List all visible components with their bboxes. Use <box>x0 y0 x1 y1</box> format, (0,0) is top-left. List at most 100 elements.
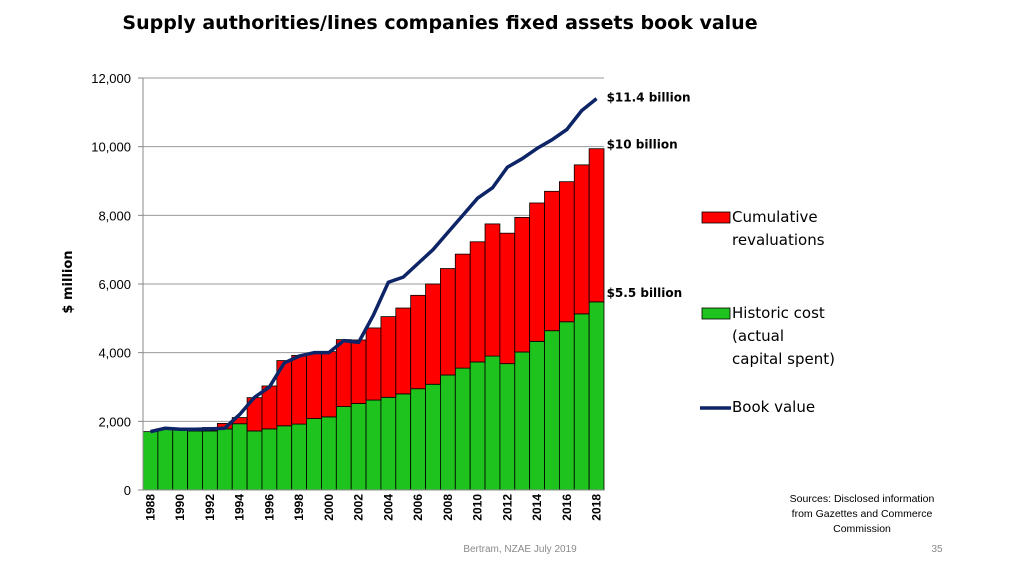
y-axis-label: $ million <box>61 250 76 313</box>
axes: 0 2,000 4,000 6,000 8,000 10,000 12,000 1988 199… <box>61 71 604 521</box>
y-tick-label: 2,000 <box>98 414 131 429</box>
historic-cost-bar <box>454 367 471 491</box>
sources-line: Commission <box>833 523 891 535</box>
value-annotation: $10 billion <box>607 137 678 151</box>
sources-note: Sources: Disclosed information from Gaze… <box>772 492 952 537</box>
legend-label: (actual <box>732 327 784 345</box>
historic-cost-bar <box>558 321 575 491</box>
page-title: Supply authorities/lines companies fixed… <box>122 12 758 34</box>
historic-cost-bar <box>380 396 397 491</box>
annotations: $11.4 billion $10 billion $5.5 billion <box>607 91 691 300</box>
legend-swatch <box>701 211 731 224</box>
historic-cost-bar <box>202 430 218 491</box>
legend: Cumulative revaluations Historic cost (actu… <box>700 208 835 416</box>
historic-cost-bar <box>187 430 203 491</box>
historic-cost-bar <box>335 406 352 491</box>
revaluation-bar <box>365 327 382 401</box>
sources-line: Sources: Disclosed information <box>789 493 935 505</box>
legend-label: revaluations <box>732 231 825 249</box>
x-tick-label: 2006 <box>411 494 425 521</box>
revaluation-bar <box>440 268 456 376</box>
revaluation-bar <box>380 316 397 398</box>
historic-cost-bar <box>499 363 516 491</box>
historic-cost-bar <box>529 340 545 491</box>
revaluation-bar <box>499 232 516 365</box>
historic-cost-bar <box>588 301 605 491</box>
x-tick-label: 2014 <box>530 494 544 521</box>
x-tick-label: 1992 <box>203 494 217 521</box>
revaluation-bar <box>558 181 575 323</box>
revaluation-bar <box>573 164 590 315</box>
historic-cost-bar <box>261 428 278 491</box>
page-number: 35 <box>931 544 943 555</box>
revaluation-bar <box>410 294 426 390</box>
historic-cost-bar <box>172 429 189 491</box>
historic-cost-bar <box>573 313 590 491</box>
x-tick-label: 1988 <box>143 494 157 521</box>
revaluation-bar <box>425 283 441 385</box>
value-annotation: $11.4 billion <box>607 91 691 105</box>
y-tick-label: 0 <box>124 483 131 498</box>
book-value-line <box>150 97 598 434</box>
legend-label: Book value <box>732 398 815 416</box>
historic-cost-bar <box>350 403 367 491</box>
historic-cost-bar <box>425 383 441 491</box>
y-tick-label: 12,000 <box>91 71 131 86</box>
revaluation-bar <box>469 241 486 363</box>
sources-line: from Gazettes and Commerce <box>791 508 933 520</box>
revaluation-bar <box>484 223 501 357</box>
revaluation-bar <box>350 339 367 404</box>
y-tick-label: 4,000 <box>98 346 131 361</box>
historic-cost-bar <box>365 399 382 491</box>
historic-cost-bar <box>246 430 263 491</box>
historic-cost-bar <box>216 428 233 491</box>
revaluation-bar <box>544 190 560 332</box>
historic-cost-bar <box>440 374 456 491</box>
y-tick-label: 10,000 <box>91 140 131 155</box>
revaluation-bar <box>454 253 471 369</box>
y-tick-label: 8,000 <box>98 208 131 223</box>
historic-cost-bar <box>395 393 412 491</box>
legend-label: capital spent) <box>732 350 835 368</box>
revaluation-bar <box>529 202 545 342</box>
legend-label: Historic cost <box>732 304 825 322</box>
historic-cost-bar <box>142 431 159 491</box>
historic-cost-bar <box>469 361 486 491</box>
historic-cost-bar <box>410 388 426 491</box>
x-tick-label: 2010 <box>471 494 485 521</box>
x-tick-label: 1996 <box>262 494 276 521</box>
historic-cost-bar <box>321 416 337 491</box>
x-tick-label: 2012 <box>500 494 514 521</box>
historic-cost-bar <box>544 330 560 491</box>
x-tick-label: 2016 <box>560 494 574 521</box>
x-tick-label: 1990 <box>173 494 187 521</box>
revaluation-bar <box>321 351 337 418</box>
book-value-line-layer <box>150 97 598 434</box>
revaluation-bar <box>306 352 322 419</box>
x-tick-label: 1998 <box>292 494 306 521</box>
x-tick-label: 2018 <box>590 494 604 521</box>
legend-swatch <box>701 307 731 320</box>
revaluation-bar <box>514 216 531 353</box>
legend-label: Cumulative <box>732 208 818 226</box>
revaluation-bar <box>588 148 605 303</box>
historic-cost-bar <box>291 423 307 491</box>
value-annotation: $5.5 billion <box>607 286 683 300</box>
x-tick-label: 2000 <box>322 494 336 521</box>
y-tick-label: 6,000 <box>98 277 131 292</box>
historic-cost-bar <box>231 423 248 491</box>
x-tick-label: 2008 <box>441 494 455 521</box>
revaluation-bar <box>291 355 307 425</box>
historic-cost-bar <box>276 425 293 491</box>
bars <box>142 148 605 491</box>
historic-cost-bar <box>157 428 174 491</box>
x-tick-label: 2004 <box>381 494 395 521</box>
x-tick-label: 1994 <box>233 494 247 521</box>
revaluation-bar <box>395 307 412 395</box>
footer-text: Bertram, NZAE July 2019 <box>463 544 577 555</box>
historic-cost-bar <box>484 355 501 491</box>
historic-cost-bar <box>514 351 531 491</box>
revaluation-bar <box>335 339 352 407</box>
x-tick-label: 2002 <box>352 494 366 521</box>
